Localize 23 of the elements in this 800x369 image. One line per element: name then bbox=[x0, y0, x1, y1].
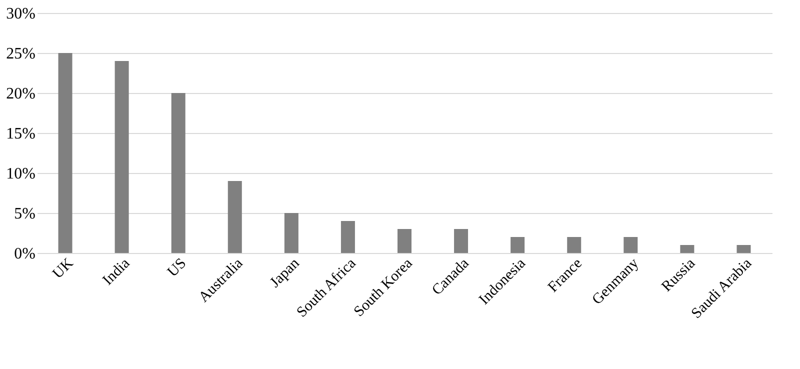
bar bbox=[58, 53, 72, 253]
bar bbox=[510, 237, 525, 253]
y-tick-label: 30% bbox=[6, 6, 36, 22]
bar bbox=[398, 229, 412, 253]
bar bbox=[680, 245, 694, 253]
y-tick-label: 20% bbox=[6, 86, 36, 102]
y-tick-label: 15% bbox=[6, 126, 36, 142]
y-tick-label: 5% bbox=[14, 206, 36, 222]
y-tick-label: 0% bbox=[14, 246, 36, 262]
x-tick-label: US bbox=[164, 256, 190, 280]
bar bbox=[454, 229, 468, 253]
bar bbox=[340, 221, 355, 253]
x-tick-label: UK bbox=[50, 255, 77, 282]
bar bbox=[284, 213, 298, 253]
x-tick-label: India bbox=[100, 255, 134, 289]
bar bbox=[171, 93, 186, 253]
y-tick-label: 10% bbox=[6, 166, 36, 182]
bar bbox=[567, 237, 582, 253]
y-tick-label: 25% bbox=[6, 46, 36, 62]
bar bbox=[736, 245, 751, 253]
bar bbox=[114, 61, 129, 253]
bar bbox=[624, 237, 638, 253]
bar bbox=[228, 181, 242, 253]
